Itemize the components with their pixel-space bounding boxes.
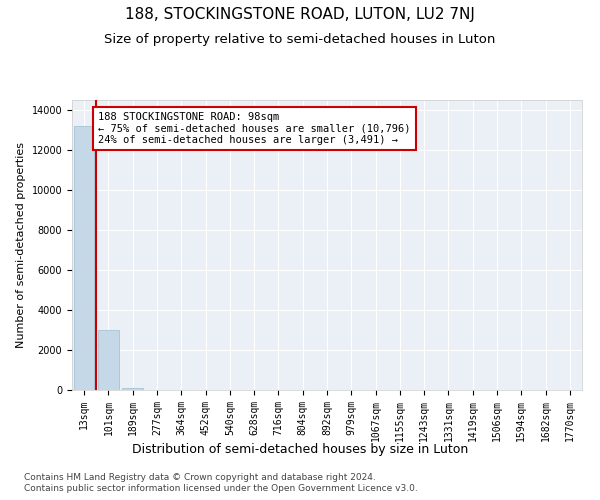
Text: 188, STOCKINGSTONE ROAD, LUTON, LU2 7NJ: 188, STOCKINGSTONE ROAD, LUTON, LU2 7NJ [125, 8, 475, 22]
Bar [122, 388, 143, 390]
Bar [74, 126, 94, 390]
Text: Distribution of semi-detached houses by size in Luton: Distribution of semi-detached houses by … [132, 442, 468, 456]
Y-axis label: Number of semi-detached properties: Number of semi-detached properties [16, 142, 26, 348]
Text: Contains public sector information licensed under the Open Government Licence v3: Contains public sector information licen… [24, 484, 418, 493]
Bar [98, 330, 119, 390]
Text: Size of property relative to semi-detached houses in Luton: Size of property relative to semi-detach… [104, 32, 496, 46]
Text: Contains HM Land Registry data © Crown copyright and database right 2024.: Contains HM Land Registry data © Crown c… [24, 472, 376, 482]
Text: 188 STOCKINGSTONE ROAD: 98sqm
← 75% of semi-detached houses are smaller (10,796): 188 STOCKINGSTONE ROAD: 98sqm ← 75% of s… [98, 112, 411, 145]
